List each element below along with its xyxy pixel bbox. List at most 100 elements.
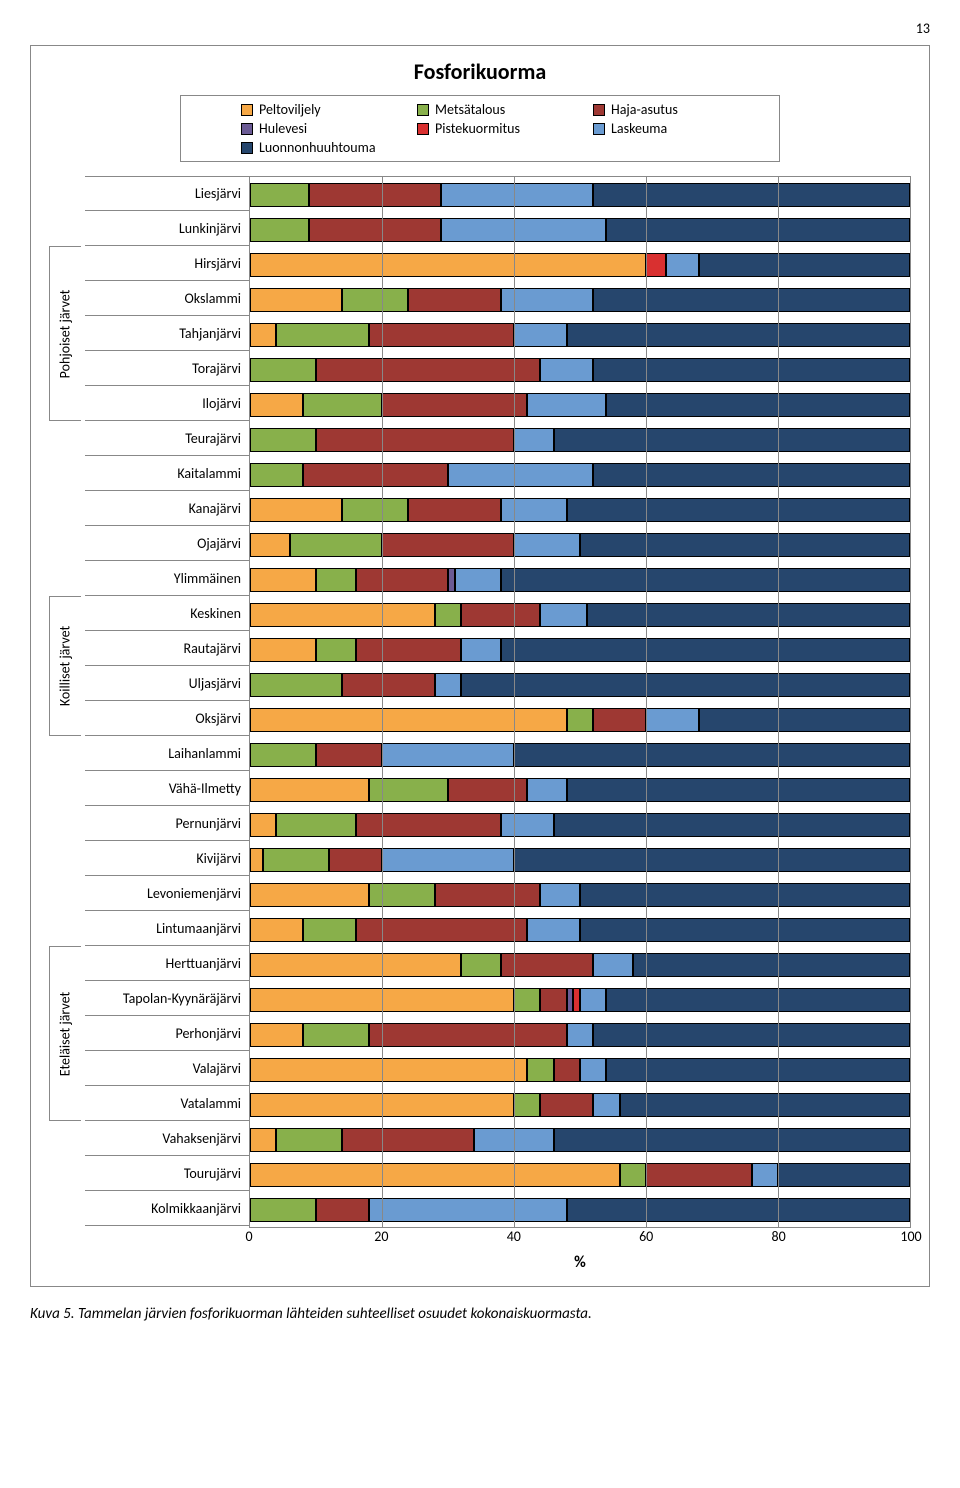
bar-segment xyxy=(303,393,382,417)
bar-segment xyxy=(573,988,580,1012)
stacked-bar xyxy=(250,673,910,697)
bar-segment xyxy=(540,603,586,627)
bar-segment xyxy=(276,813,355,837)
bar-segment xyxy=(699,708,910,732)
bar-segment xyxy=(448,778,527,802)
bar-segment xyxy=(606,1058,910,1082)
lake-label: Vähä-Ilmetty xyxy=(85,771,249,806)
bar-segment xyxy=(382,743,514,767)
legend: Peltoviljely Metsätalous Haja-asutus Huleve… xyxy=(180,95,780,162)
bar-segment xyxy=(250,778,369,802)
legend-item: Metsätalous xyxy=(417,100,593,119)
legend-item: Hulevesi xyxy=(241,119,417,138)
bar-segment xyxy=(250,428,316,452)
legend-label: Haja-asutus xyxy=(611,101,678,118)
lake-label: Laihanlammi xyxy=(85,736,249,771)
bar-segment xyxy=(666,253,699,277)
bar-row xyxy=(250,912,910,947)
bar-segment xyxy=(309,218,441,242)
bar-row xyxy=(250,667,910,702)
legend-item: Luonnonhuuhtouma xyxy=(241,138,421,157)
lake-label: Rautajärvi xyxy=(85,631,249,666)
bar-segment xyxy=(250,813,276,837)
legend-swatch xyxy=(241,142,253,154)
lake-label: Lintumaanjärvi xyxy=(85,911,249,946)
lake-label: Liesjärvi xyxy=(85,176,249,211)
bar-segment xyxy=(356,813,501,837)
bar-row xyxy=(250,737,910,772)
stacked-bar xyxy=(250,428,910,452)
bar-segment xyxy=(633,953,910,977)
bar-segment xyxy=(606,988,910,1012)
x-tick-label: 0 xyxy=(245,1228,252,1245)
x-tick-label: 80 xyxy=(771,1228,785,1245)
bar-segment xyxy=(580,988,606,1012)
bar-segment xyxy=(303,918,356,942)
lake-label: Tourujärvi xyxy=(85,1156,249,1191)
bar-segment xyxy=(606,393,910,417)
lake-label: Torajärvi xyxy=(85,351,249,386)
bar-segment xyxy=(461,673,910,697)
legend-swatch xyxy=(241,123,253,135)
bar-row xyxy=(250,1017,910,1052)
lake-label-column: LiesjärviLunkinjärviHirsjärviOkslammiTah… xyxy=(85,176,249,1228)
lake-label: Hirsjärvi xyxy=(85,246,249,281)
bar-segment xyxy=(514,743,910,767)
bar-segment xyxy=(580,1058,606,1082)
lake-label: Vatalammi xyxy=(85,1086,249,1121)
bar-segment xyxy=(554,1058,580,1082)
bar-segment xyxy=(567,988,574,1012)
bar-segment xyxy=(620,1093,910,1117)
legend-item: Peltoviljely xyxy=(241,100,417,119)
group-label: Eteläiset järvet xyxy=(57,991,74,1075)
bar-segment xyxy=(567,498,910,522)
stacked-bar xyxy=(250,498,910,522)
bar-row xyxy=(250,492,910,527)
bar-row xyxy=(250,807,910,842)
lake-label: Valajärvi xyxy=(85,1051,249,1086)
bar-row xyxy=(250,317,910,352)
stacked-bar xyxy=(250,778,910,802)
bar-segment xyxy=(501,568,910,592)
stacked-bar xyxy=(250,533,910,557)
bar-segment xyxy=(382,533,514,557)
bar-segment xyxy=(752,1163,778,1187)
bar-segment xyxy=(514,533,580,557)
bar-segment xyxy=(567,1023,593,1047)
stacked-bar xyxy=(250,708,910,732)
bar-segment xyxy=(250,533,290,557)
stacked-bar xyxy=(250,218,910,242)
bar-segment xyxy=(250,358,316,382)
bar-segment xyxy=(593,288,910,312)
bar-row xyxy=(250,1157,910,1192)
bar-segment xyxy=(250,463,303,487)
bar-segment xyxy=(606,218,910,242)
legend-label: Pistekuormitus xyxy=(435,120,520,137)
stacked-bar xyxy=(250,918,910,942)
bar-segment xyxy=(461,953,501,977)
bar-row xyxy=(250,527,910,562)
bar-segment xyxy=(250,1163,620,1187)
stacked-bar xyxy=(250,1093,910,1117)
bar-segment xyxy=(435,603,461,627)
bar-segment xyxy=(593,953,633,977)
bar-segment xyxy=(342,288,408,312)
figure-caption: Kuva 5. Tammelan järvien fosforikuorman … xyxy=(30,1305,930,1323)
legend-item: Pistekuormitus xyxy=(417,119,593,138)
bar-row xyxy=(250,1122,910,1157)
bar-segment xyxy=(408,288,500,312)
stacked-bar xyxy=(250,1058,910,1082)
stacked-bar xyxy=(250,743,910,767)
bar-row xyxy=(250,1087,910,1122)
stacked-bar xyxy=(250,603,910,627)
bar-segment xyxy=(316,1198,369,1222)
bar-segment xyxy=(587,603,910,627)
legend-label: Peltoviljely xyxy=(259,101,321,118)
gridline xyxy=(778,177,779,1227)
bar-row xyxy=(250,772,910,807)
bar-segment xyxy=(250,1198,316,1222)
bar-segment xyxy=(250,638,316,662)
legend-label: Luonnonhuuhtouma xyxy=(259,139,376,156)
bar-segment xyxy=(250,918,303,942)
bar-row xyxy=(250,1052,910,1087)
